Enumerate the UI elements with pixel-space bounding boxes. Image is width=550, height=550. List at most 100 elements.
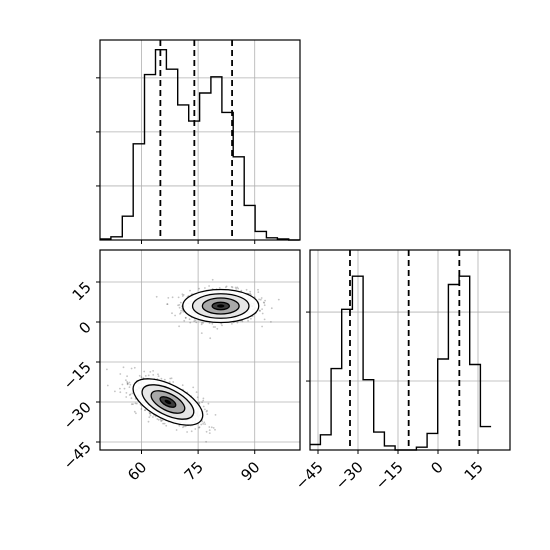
cluster-0-point [211, 322, 214, 325]
cluster-1-point [129, 383, 132, 386]
cluster-1-point [144, 409, 147, 411]
cluster-0-point [262, 301, 265, 304]
cluster-1-point [143, 370, 146, 373]
cluster-1-point [125, 379, 127, 382]
cluster-1-point [130, 403, 133, 406]
cluster-1-point [106, 384, 109, 387]
cluster-1-point [132, 403, 134, 405]
cluster-0-point [200, 332, 203, 334]
bottom-right-bin-13 [448, 284, 459, 450]
cluster-1-point [206, 413, 209, 415]
cluster-1-point [201, 401, 204, 404]
cluster-1-point [126, 381, 128, 383]
cluster-1-point [114, 390, 116, 393]
top-left-histogram-steps [100, 49, 300, 241]
cluster-0-point [241, 320, 244, 323]
bottom-right-bin-4 [352, 276, 363, 450]
cluster-1-point [205, 440, 208, 443]
cluster-1-point [206, 409, 208, 412]
cluster-0-point [261, 325, 263, 328]
cluster-1-point [198, 426, 201, 428]
bottom-right-bin-0 [310, 444, 320, 450]
cluster-0-point [202, 322, 205, 324]
cluster-0-point [263, 304, 266, 307]
cluster-1-point [200, 423, 203, 426]
cluster-1-point [214, 414, 217, 416]
cluster-0-point [259, 298, 262, 301]
cluster-0-point [240, 289, 243, 292]
cluster-1-point [168, 381, 171, 383]
cluster-1-point [148, 412, 151, 415]
cluster-1-point [204, 423, 207, 425]
bottom-right-bin-15 [470, 364, 481, 450]
cluster-1-point [126, 375, 128, 378]
cluster-1-point [202, 399, 205, 402]
cluster-0-point [270, 321, 272, 323]
cluster-1-point [182, 426, 184, 429]
top-left-quantile-lines [159, 40, 233, 240]
cluster-0-point [221, 324, 223, 327]
top-left-bin-13 [244, 205, 255, 240]
cluster-1-point [202, 405, 205, 408]
cluster-0-point [249, 292, 252, 295]
cluster-1-point [140, 408, 143, 410]
cluster-0-point [259, 310, 261, 312]
top-left-bin-9 [200, 93, 211, 240]
cluster-1-point [119, 387, 121, 390]
cluster-1-point [149, 412, 152, 415]
bottom-right-bin-5 [363, 380, 374, 450]
cluster-0-point [208, 285, 211, 287]
cluster-1-point [123, 387, 126, 390]
cluster-1-point [152, 374, 155, 376]
cluster-0-point [177, 304, 180, 307]
top-left-bin-3 [133, 144, 144, 240]
cluster-0-point [230, 286, 233, 288]
cluster-1-point [152, 370, 155, 372]
cluster-1-point [162, 422, 165, 425]
cluster-0-point [184, 316, 187, 319]
cluster-1-point [196, 396, 199, 399]
top-left-bin-7 [178, 105, 189, 240]
cluster-1-point [122, 366, 125, 369]
cluster-0-point [193, 320, 196, 322]
cluster-1-point [125, 396, 128, 398]
cluster-0-point [224, 286, 227, 289]
cluster-0-point [174, 314, 177, 317]
top-left-bin-10 [211, 77, 222, 240]
cluster-1-point [194, 428, 197, 430]
bottom-right-bin-1 [320, 435, 331, 450]
cluster-0-point [212, 326, 215, 328]
cluster-1-point [184, 425, 187, 428]
cluster-1-point [126, 382, 129, 385]
cluster-0-point [188, 318, 191, 321]
cluster-1-point [175, 429, 178, 431]
bottom-right-bin-6 [374, 432, 385, 450]
cluster-1-point [157, 373, 159, 376]
cluster-1-point [152, 416, 154, 418]
cluster-1-point [147, 420, 150, 423]
top-left-bin-4 [145, 75, 156, 240]
cluster-1-point [156, 418, 159, 420]
cluster-1-point [148, 416, 151, 419]
cluster-0-point [218, 287, 221, 289]
cluster-1-peak [164, 399, 172, 405]
cluster-0-point [178, 306, 181, 309]
cluster-0-point [261, 308, 263, 310]
cluster-1-point [128, 394, 131, 396]
cluster-1-point [203, 421, 206, 424]
cluster-1-point [186, 431, 189, 433]
cluster-0-peak [217, 304, 225, 308]
cluster-1-point [147, 374, 150, 377]
cluster-0-point [208, 322, 211, 324]
cluster-1-point [135, 402, 138, 405]
cluster-1-point [106, 368, 108, 371]
cluster-1-point [128, 381, 131, 384]
cluster-1-point [157, 375, 160, 377]
cluster-1-point [140, 376, 143, 378]
top-left-step-outline [100, 49, 300, 241]
cluster-1-point [160, 420, 163, 422]
cluster-1-point [133, 366, 136, 369]
bottom-left-axes-frame [99, 249, 301, 451]
